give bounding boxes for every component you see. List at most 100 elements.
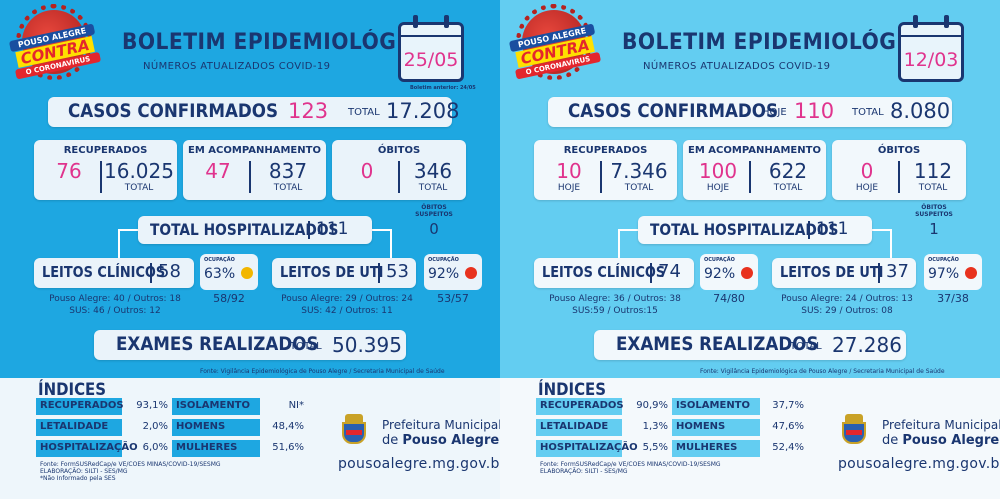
deaths-total-label: TOTAL: [918, 183, 948, 193]
calendar-icon: 25/05: [398, 15, 464, 82]
clinical-occupancy: OCUPAÇÃO 63%: [200, 254, 258, 290]
monitoring-box: EM ACOMPANHAMENTO 47 837 TOTAL: [183, 140, 326, 200]
clinical-fraction: 58/92: [213, 292, 245, 305]
clinical-beds-label: LEITOS CLÍNICOS: [542, 263, 666, 281]
deaths-total-label: TOTAL: [418, 183, 448, 193]
bulletin-title: BOLETIM EPIDEMIOLÓGICO: [622, 30, 938, 55]
hospitalized-value: 111: [316, 219, 349, 239]
recovered-total-label: TOTAL: [124, 183, 154, 193]
bulletin-subtitle: NÚMEROS ATUALIZADOS COVID-19: [143, 61, 331, 72]
confirmed-cases-box: CASOS CONFIRMADOS 123 TOTAL 17.208: [48, 97, 459, 127]
monitoring-box: EM ACOMPANHAMENTO 100 622 HOJE TOTAL: [683, 140, 826, 200]
website-url: pousoalegre.mg.gov.br: [838, 456, 1000, 472]
icu-beds-box: LEITOS DE UTI 37: [772, 258, 916, 288]
clinical-beds-value: 74: [658, 261, 681, 282]
confirmed-today: 123: [288, 99, 329, 123]
monitoring-label: EM ACOMPANHAMENTO: [688, 145, 821, 156]
crest-icon: [836, 414, 872, 446]
confirmed-today-label: HOJE: [762, 107, 787, 118]
confirmed-cases-box: CASOS CONFIRMADOS HOJE 110 TOTAL 8.080: [548, 97, 952, 127]
exams-box: EXAMES REALIZADOS TOTAL 27.286: [594, 330, 906, 360]
monitoring-total: 837: [268, 159, 308, 183]
icu-breakdown: Pouso Alegre: 24 / Outros: 13 SUS: 29 / O…: [781, 294, 913, 316]
clinical-beds-label: LEITOS CLÍNICOS: [42, 263, 166, 281]
icu-beds-label: LEITOS DE UTI: [280, 263, 384, 281]
confirmed-total-label: TOTAL: [852, 107, 884, 118]
deaths-box: ÓBITOS 0 346 TOTAL: [332, 140, 466, 200]
monitoring-today-label: HOJE: [706, 183, 730, 193]
suspected-deaths-value: 0: [429, 220, 439, 238]
indices-title: ÍNDICES: [38, 380, 107, 400]
icu-beds-label: LEITOS DE UTI: [780, 263, 884, 281]
recovered-total-label: TOTAL: [624, 183, 654, 193]
exams-total: 50.395: [332, 333, 402, 357]
recovered-box: RECUPERADOS 10 7.346 HOJE TOTAL: [534, 140, 677, 200]
indices-title: ÍNDICES: [538, 380, 607, 400]
icu-beds-box: LEITOS DE UTI 53: [272, 258, 416, 288]
icu-beds-value: 37: [886, 261, 909, 282]
crest-icon: [336, 414, 372, 446]
exams-label: EXAMES REALIZADOS: [116, 333, 319, 355]
recovered-today-label: HOJE: [557, 183, 581, 193]
bulletin-date: 25/05: [403, 49, 459, 71]
exams-total-label: TOTAL: [290, 341, 322, 352]
hospitalized-value: 111: [816, 219, 849, 239]
prefeitura-logo: Prefeitura Municipal de Pouso Alegre: [336, 414, 500, 454]
confirmed-total-label: TOTAL: [348, 107, 380, 118]
status-dot-icon: [965, 267, 977, 279]
icu-breakdown: Pouso Alegre: 29 / Outros: 24 SUS: 42 / O…: [281, 294, 413, 316]
bulletin-title: BOLETIM EPIDEMIOLÓGICO: [122, 30, 438, 55]
indices-source: Fonte: FormSUSRedCap/e VE/COES MINAS/COV…: [540, 461, 721, 475]
suspected-deaths-value: 1: [929, 220, 939, 238]
recovered-total: 7.346: [610, 159, 668, 183]
bulletin-panel-right: POUSO ALEGRE CONTRA O CORONAVIRUS BOLETI…: [500, 0, 1000, 499]
monitoring-total: 622: [768, 159, 808, 183]
bulletin-date: 12/03: [903, 49, 959, 71]
clinical-beds-box: LEITOS CLÍNICOS 74: [534, 258, 694, 288]
clinical-beds-box: LEITOS CLÍNICOS 58: [34, 258, 194, 288]
monitoring-total-label: TOTAL: [273, 183, 303, 193]
exams-total-label: TOTAL: [790, 341, 822, 352]
hospitalized-label: TOTAL HOSPITALIZADOS: [150, 220, 339, 239]
icu-occupancy-value: 92%: [428, 266, 460, 282]
source-note: Fonte: Vigilância Epidemiológica de Pous…: [700, 368, 945, 375]
monitoring-today: 100: [698, 159, 738, 183]
deaths-today: 0: [360, 159, 374, 183]
confirmed-total: 8.080: [890, 99, 951, 123]
status-dot-icon: [465, 267, 477, 279]
icu-fraction: 37/38: [937, 292, 969, 305]
previous-bulletin-note: Boletim anterior: 24/05: [410, 85, 476, 91]
clinical-occupancy-value: 63%: [204, 266, 236, 282]
confirmed-total: 17.208: [386, 99, 460, 123]
recovered-box: RECUPERADOS 76 16.025 TOTAL: [34, 140, 177, 200]
calendar-icon: 12/03: [898, 15, 964, 82]
icu-fraction: 53/57: [437, 292, 469, 305]
bulletin-panel-left: POUSO ALEGRE CONTRA O CORONAVIRUS BOLETI…: [0, 0, 500, 499]
campaign-logo: POUSO ALEGRE CONTRA O CORONAVIRUS: [8, 4, 102, 90]
clinical-occupancy: OCUPAÇÃO 92%: [700, 254, 758, 290]
deaths-today: 0: [860, 159, 874, 183]
suspected-deaths-label: ÓBITOS SUSPEITOS: [915, 204, 953, 218]
clinical-breakdown: Pouso Alegre: 40 / Outros: 18 SUS: 46 / O…: [49, 294, 181, 316]
icu-occupancy: OCUPAÇÃO 97%: [924, 254, 982, 290]
deaths-total: 112: [913, 159, 953, 183]
icu-beds-value: 53: [386, 261, 409, 282]
clinical-occupancy-value: 92%: [704, 266, 736, 282]
icu-occupancy-value: 97%: [928, 266, 960, 282]
status-dot-icon: [241, 267, 253, 279]
deaths-total: 346: [413, 159, 453, 183]
prefeitura-logo: Prefeitura Municipal de Pouso Alegre: [836, 414, 1000, 454]
hospitalized-label: TOTAL HOSPITALIZADOS: [650, 220, 839, 239]
suspected-deaths-label: ÓBITOS SUSPEITOS: [415, 204, 453, 218]
indices-source: Fonte: FormSUSRedCap/e VE/COES MINAS/COV…: [40, 461, 221, 482]
bulletin-subtitle: NÚMEROS ATUALIZADOS COVID-19: [643, 61, 831, 72]
exams-box: EXAMES REALIZADOS TOTAL 50.395: [94, 330, 406, 360]
source-note: Fonte: Vigilância Epidemiológica de Pous…: [200, 368, 445, 375]
campaign-logo: POUSO ALEGRE CONTRA O CORONAVIRUS: [508, 4, 602, 90]
hospitalized-box: TOTAL HOSPITALIZADOS 111: [138, 216, 372, 244]
website-url: pousoalegre.mg.gov.br: [338, 456, 500, 472]
confirmed-label: CASOS CONFIRMADOS: [68, 100, 279, 122]
monitoring-label: EM ACOMPANHAMENTO: [188, 145, 321, 156]
exams-label: EXAMES REALIZADOS: [616, 333, 819, 355]
